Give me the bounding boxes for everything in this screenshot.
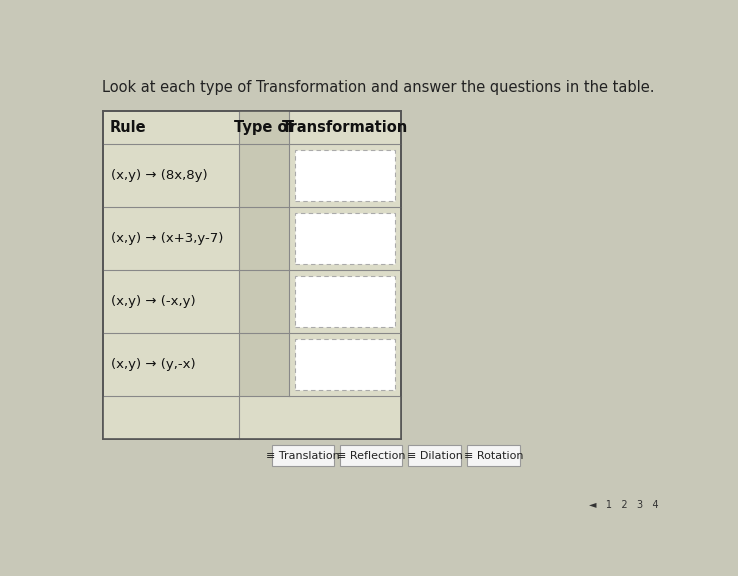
Text: ≡ Reflection: ≡ Reflection bbox=[337, 450, 405, 461]
Bar bbox=[238, 144, 289, 207]
Text: (x,y) → (8x,8y): (x,y) → (8x,8y) bbox=[111, 169, 207, 182]
Bar bbox=[340, 445, 402, 467]
Bar bbox=[103, 396, 401, 439]
Bar bbox=[238, 207, 289, 270]
Text: (x,y) → (x+3,y-7): (x,y) → (x+3,y-7) bbox=[111, 232, 223, 245]
Text: ◄   1   2   3   4: ◄ 1 2 3 4 bbox=[589, 501, 658, 510]
Text: Transformation: Transformation bbox=[282, 120, 408, 135]
Text: ≡ Dilation: ≡ Dilation bbox=[407, 450, 463, 461]
Bar bbox=[408, 445, 461, 467]
Bar bbox=[272, 445, 334, 467]
Text: Look at each type of Transformation and answer the questions in the table.: Look at each type of Transformation and … bbox=[102, 80, 655, 95]
Text: ≡ Rotation: ≡ Rotation bbox=[464, 450, 523, 461]
Text: ≡ Translation: ≡ Translation bbox=[266, 450, 340, 461]
Text: Rule: Rule bbox=[109, 120, 146, 135]
Bar bbox=[238, 270, 289, 334]
Bar bbox=[238, 112, 289, 144]
Text: (x,y) → (y,-x): (x,y) → (y,-x) bbox=[111, 358, 196, 372]
Bar bbox=[467, 445, 520, 467]
Text: Type of: Type of bbox=[234, 120, 294, 135]
Bar bbox=[238, 334, 289, 396]
Text: (x,y) → (-x,y): (x,y) → (-x,y) bbox=[111, 295, 196, 308]
